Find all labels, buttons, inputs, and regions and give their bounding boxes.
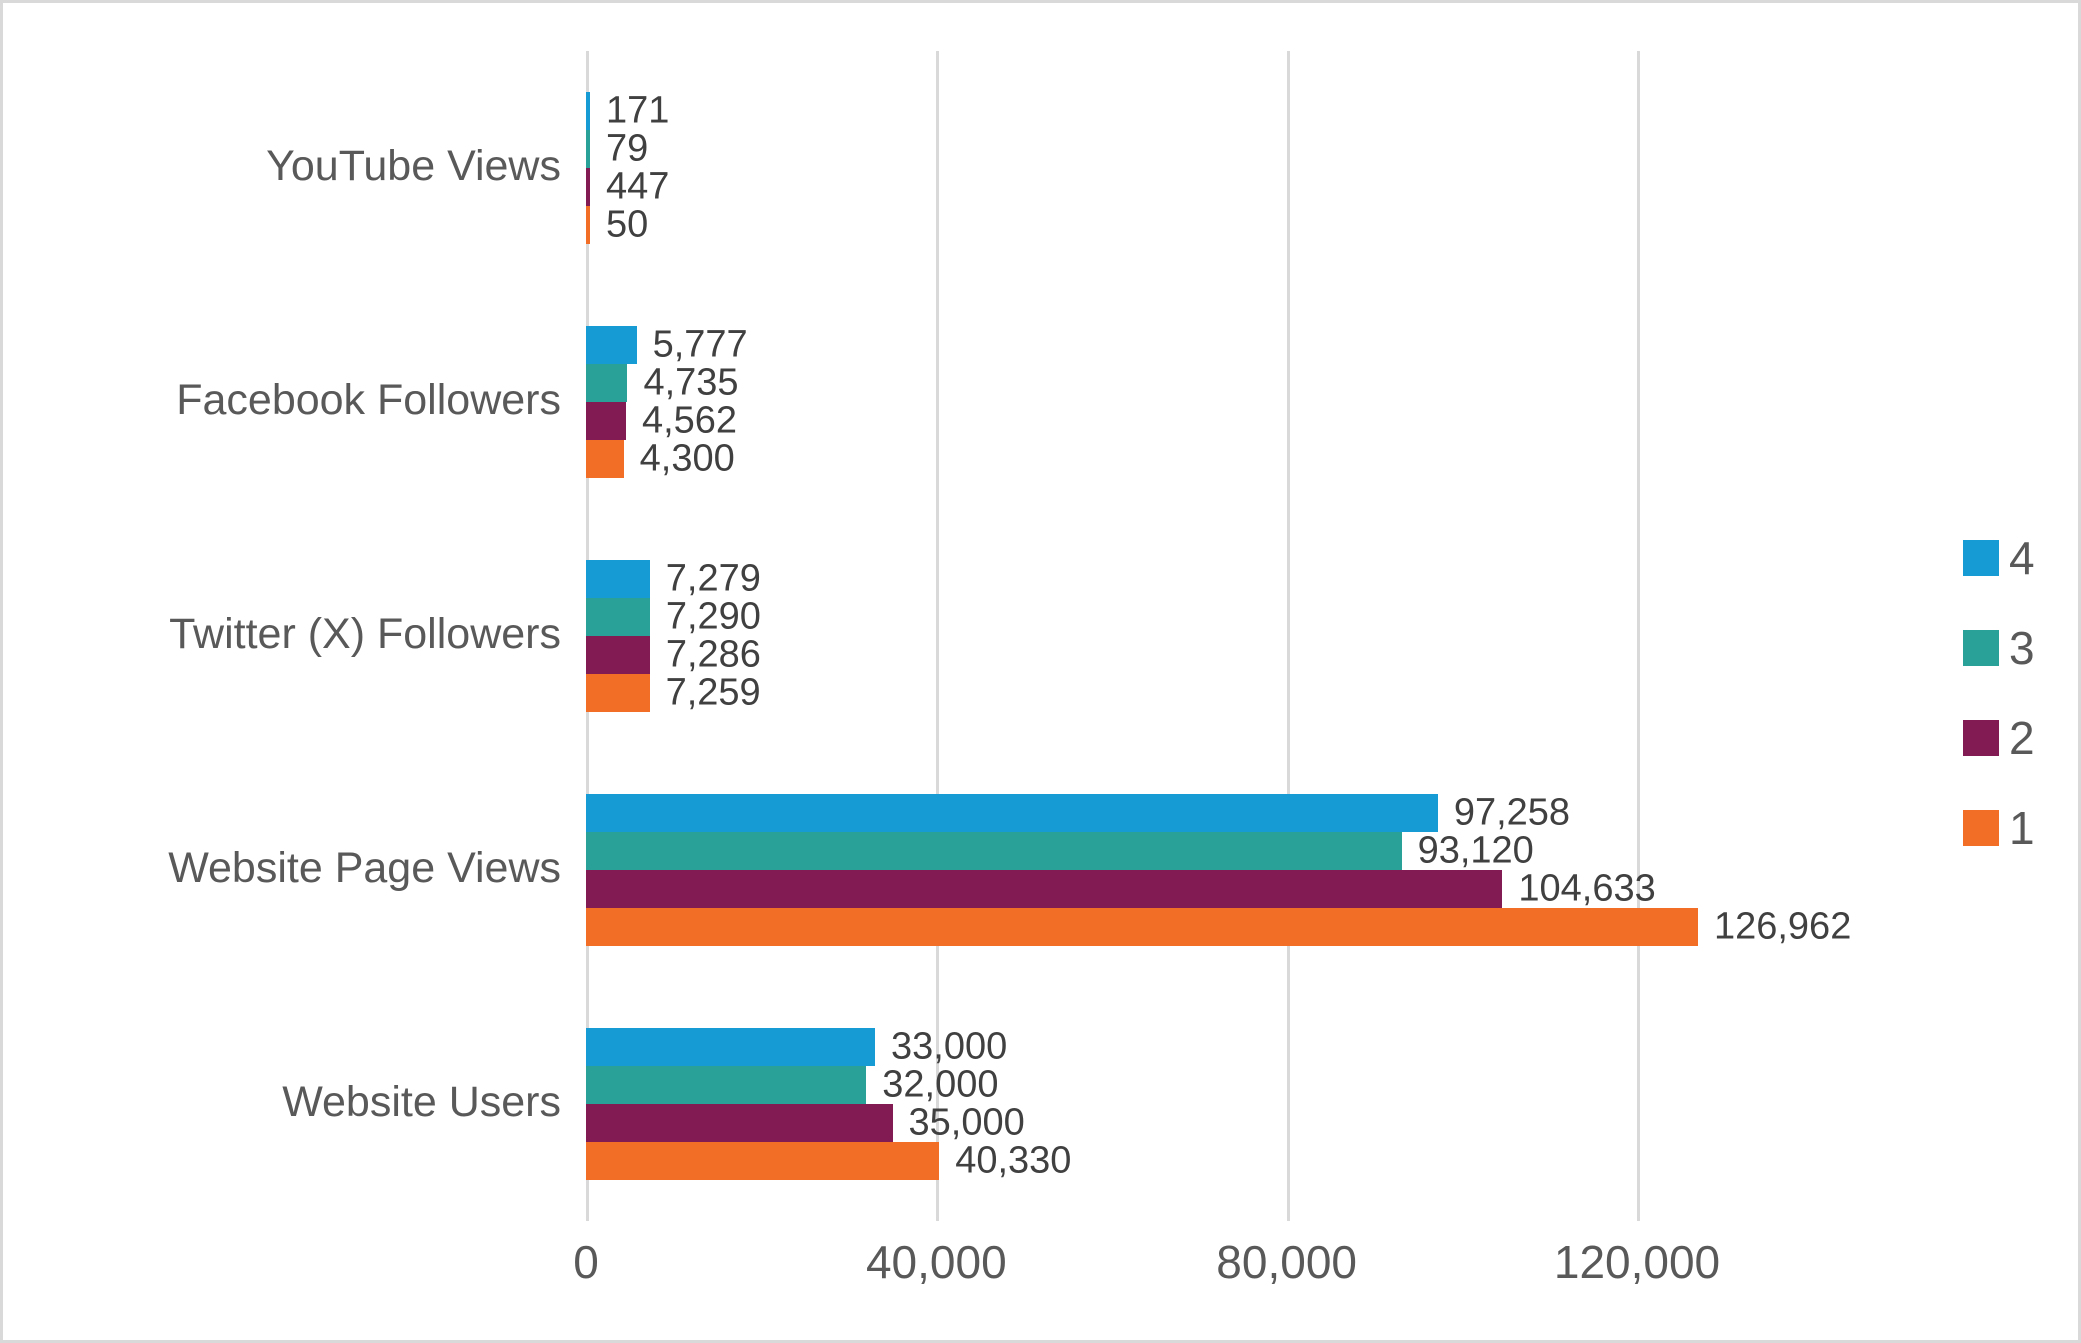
bar-value-label: 5,777 (652, 323, 748, 366)
bar-row: 32,000 (586, 1063, 1637, 1106)
bar-row: 35,000 (586, 1101, 1637, 1144)
legend-swatch-icon (1963, 540, 1999, 576)
bar-row: 104,633 (586, 868, 1656, 910)
bar-1[interactable] (586, 206, 590, 244)
bar-group: 97,258 93,120 104,633 126,962 (586, 791, 1851, 948)
plot-area: 171 79 447 50 5,777 4,735 4,562 4,300 7,279 7,290… (586, 51, 1851, 1221)
bar-value-label: 7,290 (665, 595, 761, 638)
bar-3[interactable] (586, 598, 650, 636)
legend-item-2[interactable]: 2 (1963, 693, 2073, 783)
x-axis-tick-labels: 0 40,000 80,000 120,000 (573, 1235, 1720, 1325)
bar-row: 40,330 (586, 1139, 1637, 1182)
bar-group: 33,000 32,000 35,000 40,330 (586, 1025, 1637, 1182)
bar-row: 4,735 (586, 361, 1637, 404)
gridline-120000 (1637, 51, 1640, 1221)
bar-4[interactable] (586, 1028, 876, 1066)
bar-value-label: 126,962 (1713, 905, 1852, 948)
category-label: Website Users (282, 1078, 561, 1126)
gridline-40000 (936, 51, 940, 1221)
bar-1[interactable] (586, 908, 1698, 946)
bar-2[interactable] (586, 636, 650, 674)
bar-group: 7,279 7,290 7,286 7,259 (586, 557, 1637, 714)
bar-value-label: 7,286 (665, 633, 761, 676)
bar-value-label: 33,000 (891, 1025, 1008, 1068)
bar-1[interactable] (586, 674, 650, 712)
bar-row: 5,777 (586, 323, 1637, 366)
bar-4[interactable] (586, 326, 637, 364)
bar-group: 5,777 4,735 4,562 4,300 (586, 323, 1637, 480)
bar-row: 7,290 (586, 595, 1637, 638)
bar-value-label: 50 (606, 203, 649, 246)
category-label: YouTube Views (266, 142, 561, 190)
bar-value-label: 79 (606, 127, 649, 170)
bar-value-label: 4,562 (641, 399, 738, 442)
legend-label: 1 (2009, 802, 2035, 854)
gridline-80000 (1286, 51, 1290, 1221)
bar-3[interactable] (586, 1066, 867, 1104)
bar-row: 4,300 (586, 437, 1637, 480)
bar-row: 93,120 (586, 829, 1637, 872)
legend-label: 4 (2009, 532, 2035, 584)
bar-value-label: 4,300 (639, 437, 735, 480)
bar-value-label: 7,279 (665, 557, 761, 600)
bar-row: 7,279 (586, 557, 1637, 600)
bar-row: 79 (586, 127, 1637, 170)
bar-row: 50 (586, 203, 1637, 246)
bar-value-label: 35,000 (908, 1101, 1025, 1144)
legend-label: 3 (2009, 622, 2035, 674)
bar-value-label: 7,259 (665, 671, 761, 714)
legend-swatch-icon (1963, 720, 1999, 756)
bar-row: 33,000 (586, 1025, 1637, 1068)
bar-row: 126,962 (586, 906, 1851, 948)
legend-swatch-icon (1963, 810, 1999, 846)
bar-value-label: 171 (606, 89, 670, 132)
bar-4[interactable] (586, 794, 1438, 832)
chart-legend: 4 3 2 1 (1963, 513, 2073, 873)
bar-row: 171 (586, 89, 1637, 132)
bar-group: 171 79 447 50 (586, 89, 1637, 246)
bar-value-label: 93,120 (1417, 829, 1534, 872)
bar-3[interactable] (586, 364, 628, 402)
bar-row: 97,258 (586, 791, 1637, 834)
bar-3[interactable] (586, 130, 590, 168)
bar-value-label: 32,000 (882, 1063, 999, 1106)
legend-item-3[interactable]: 3 (1963, 603, 2073, 693)
bar-1[interactable] (586, 440, 624, 478)
bar-value-label: 447 (606, 165, 670, 208)
x-tick-label: 0 (573, 1236, 599, 1288)
bar-value-label: 4,735 (643, 361, 739, 404)
bar-4[interactable] (586, 92, 590, 130)
legend-label: 2 (2009, 712, 2035, 764)
category-label: Website Page Views (168, 844, 561, 892)
legend-item-4[interactable]: 4 (1963, 513, 2073, 603)
x-tick-label: 120,000 (1553, 1236, 1721, 1288)
bar-row: 7,286 (586, 633, 1637, 676)
bar-2[interactable] (586, 870, 1503, 908)
bar-2[interactable] (586, 402, 626, 440)
bar-row: 7,259 (586, 671, 1637, 714)
bar-1[interactable] (586, 1142, 940, 1180)
category-axis-labels: YouTube Views Facebook Followers Twitter (… (3, 51, 561, 1221)
bar-4[interactable] (586, 560, 650, 598)
bar-row: 447 (586, 165, 1637, 208)
bar-2[interactable] (586, 168, 590, 206)
category-label: Twitter (X) Followers (169, 610, 561, 658)
x-tick-label: 40,000 (865, 1236, 1007, 1288)
x-tick-label: 80,000 (1216, 1236, 1358, 1288)
category-label: Facebook Followers (176, 376, 561, 424)
bar-3[interactable] (586, 832, 1402, 870)
bar-2[interactable] (586, 1104, 893, 1142)
bar-value-label: 40,330 (955, 1139, 1072, 1182)
bar-value-label: 97,258 (1453, 791, 1571, 834)
legend-item-1[interactable]: 1 (1963, 783, 2073, 873)
bar-row: 4,562 (586, 399, 1637, 442)
legend-swatch-icon (1963, 630, 1999, 666)
bar-value-label: 104,633 (1518, 867, 1656, 910)
